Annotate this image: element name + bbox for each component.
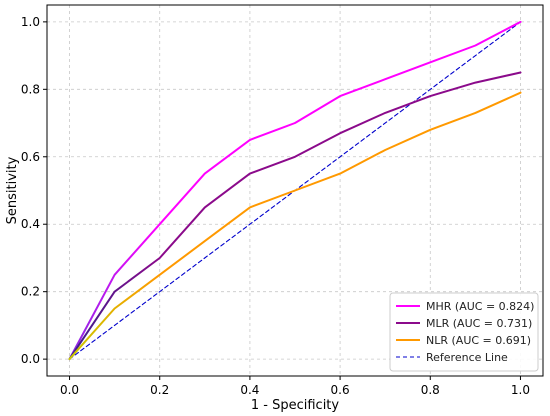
plot-frame <box>46 4 544 377</box>
legend-box <box>389 292 539 372</box>
series-group <box>68 20 522 361</box>
legend-label: Reference Line <box>426 351 508 364</box>
legend-label: NLR (AUC = 0.691) <box>426 334 531 347</box>
axis-ticks: 0.0 0.2 0.4 0.6 0.8 1.0 0.0 0.2 0.4 0.6 0.8 1.0 <box>21 15 530 397</box>
y-tick-label: 0.0 <box>21 352 40 366</box>
x-tick-label: 0.4 <box>240 383 259 397</box>
series-line-nlr <box>68 91 522 361</box>
y-tick-label: 0.6 <box>21 150 40 164</box>
x-tick-label: 0.6 <box>331 383 350 397</box>
legend: MHR (AUC = 0.824) MLR (AUC = 0.731) NLR (A… <box>389 292 539 372</box>
y-axis-label: Sensitivity <box>5 156 20 224</box>
y-tick-label: 0.4 <box>21 217 40 231</box>
x-tick-label: 0.0 <box>60 383 79 397</box>
x-tick-label: 0.2 <box>150 383 169 397</box>
series-line-mhr <box>68 20 522 361</box>
x-tick-label: 0.8 <box>421 383 440 397</box>
y-tick-label: 0.2 <box>21 285 40 299</box>
y-tick-label: 1.0 <box>21 15 40 29</box>
x-tick-label: 1.0 <box>511 383 530 397</box>
legend-label: MHR (AUC = 0.824) <box>426 300 534 313</box>
legend-label: MLR (AUC = 0.731) <box>426 317 532 330</box>
x-axis-label: 1 - Specificity <box>251 398 340 413</box>
y-tick-label: 0.8 <box>21 82 40 96</box>
series-line-mlr <box>68 71 522 361</box>
